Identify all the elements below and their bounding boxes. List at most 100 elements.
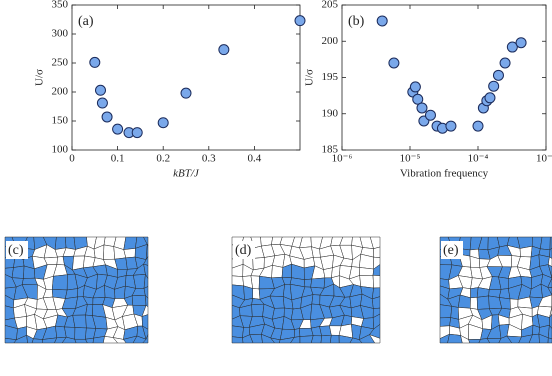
cell [51,274,68,291]
data-point [95,84,106,96]
cell [359,275,374,289]
cell [231,325,244,339]
x-tick-label: 0.3 [202,153,216,165]
data-point [472,120,484,132]
cell [359,267,374,276]
cell [299,335,314,344]
y-tick-label: 190 [322,107,339,119]
data-point [294,15,306,27]
cell [469,297,478,310]
x-tick-label: 10⁻⁴ [468,153,489,165]
cell [64,236,76,250]
y-tick-label: 150 [52,115,69,127]
y-tick-label: 250 [52,57,69,69]
cell [549,313,552,330]
cell-panel [4,236,149,344]
cell [54,236,67,250]
x-tick-label: 0.1 [111,153,125,165]
cell [372,275,381,289]
cell [547,337,552,344]
data-point [180,87,192,99]
data-point [112,123,124,135]
data-point [416,102,428,114]
cell [103,244,116,260]
cell [447,333,463,344]
cell [133,274,146,289]
cell [142,334,149,344]
data-point [412,93,424,105]
cell [271,265,284,279]
cell [329,334,340,344]
x-tick-label: 0.4 [248,153,262,165]
cell [547,287,552,300]
x-tick-label: 10⁻³ [536,153,552,165]
cell [547,264,552,279]
data-point [409,81,421,93]
label-bg [233,241,255,259]
x-tick-label: 0.2 [156,153,170,165]
y-tick-label: 100 [52,144,69,156]
data-point [89,56,101,68]
y-axis-label: U/σ [34,69,46,86]
data-point [424,109,436,121]
data-point [492,69,504,81]
cell [323,267,333,279]
label-bg [441,241,463,259]
cell [72,314,87,329]
cell [547,324,552,340]
cell [468,339,481,344]
cell [547,256,552,267]
cell [11,265,25,279]
data-point [376,15,388,27]
cell-panel [231,236,381,344]
cell [4,305,15,321]
x-axis-label: Vibration frequency [400,168,489,180]
x-tick-label: 0 [69,153,75,165]
cell [439,317,452,327]
data-point [515,37,527,49]
cell [299,327,314,337]
y-tick-label: 200 [322,35,339,47]
x-axis-label: kBT/J [173,168,200,180]
label-bg [6,241,28,259]
data-point [96,97,108,109]
cell [294,328,301,338]
x-tick-label: 10⁻⁶ [332,153,353,165]
y-tick-label: 185 [322,144,339,156]
panel-label: (d) [235,243,252,258]
panel-label: (e) [443,243,459,258]
cell [252,257,265,271]
cell [371,296,381,309]
cell [368,334,381,344]
cell [547,277,552,288]
data-point [488,80,500,92]
cell [231,336,244,344]
cell [539,264,552,279]
data-point [506,41,518,53]
cell [310,277,326,289]
cell [320,334,332,344]
cell [476,295,490,310]
y-tick-label: 195 [322,71,339,83]
data-point [218,44,230,56]
cell [243,285,253,301]
y-tick-label: 205 [322,0,339,11]
cell [123,248,136,259]
cell [540,283,552,299]
cell-panel [439,236,552,344]
cell [359,253,374,270]
panel-label: (c) [8,243,24,258]
data-point [499,57,511,69]
cell [549,247,552,259]
cell [450,306,460,320]
cell [31,338,44,344]
panel-title: (a) [78,14,94,29]
y-tick-label: 200 [52,86,69,98]
data-point [131,127,143,139]
cell [311,294,321,305]
cell [231,275,244,287]
cell [251,303,265,317]
cell [310,335,322,344]
y-tick-label: 300 [52,28,69,40]
